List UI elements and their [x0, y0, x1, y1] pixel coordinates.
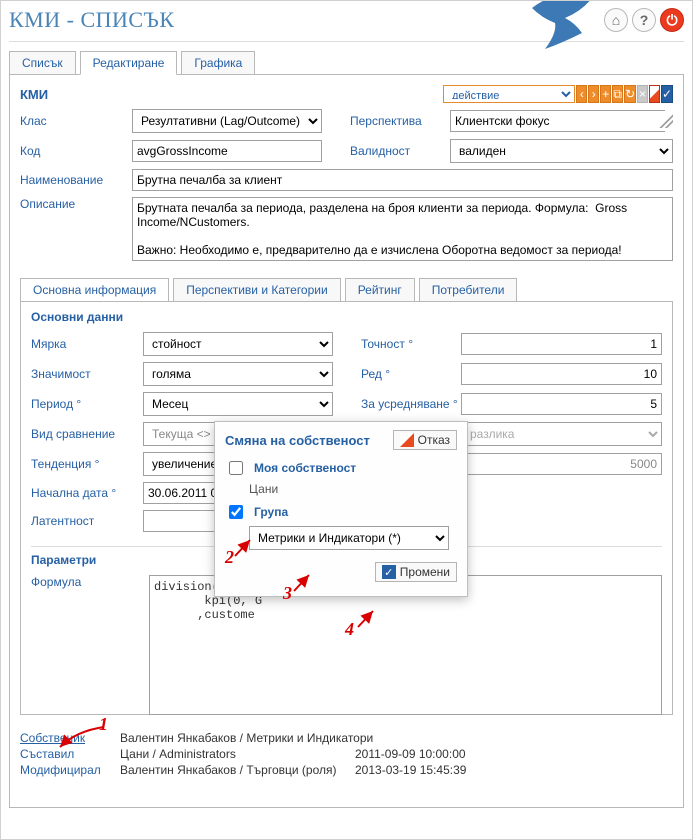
- field-perspective[interactable]: [450, 110, 665, 132]
- owner-link[interactable]: Собственик: [20, 731, 120, 745]
- field-latency[interactable]: [143, 510, 223, 532]
- field-precision[interactable]: [461, 333, 662, 355]
- label-class: Клас: [20, 114, 132, 128]
- page-title: КМИ - СПИСЪК: [9, 7, 175, 33]
- field-significance[interactable]: голяма: [143, 362, 333, 386]
- label-perspective: Перспектива: [350, 114, 450, 128]
- label-period: Период: [31, 397, 143, 411]
- power-icon[interactable]: ⏻: [660, 8, 684, 32]
- field-name[interactable]: [132, 169, 673, 191]
- owner-value: Валентин Янкабаков / Метрики и Индикатор…: [120, 731, 673, 745]
- label-validity: Валидност: [350, 144, 450, 158]
- copy-icon[interactable]: ⧉: [612, 85, 623, 103]
- discard-icon[interactable]: [649, 85, 660, 103]
- tab-edit[interactable]: Редактиране: [80, 51, 178, 75]
- label-code: Код: [20, 144, 132, 158]
- save-icon[interactable]: ✓: [661, 85, 673, 103]
- toolbar: действие ‹ › + ⧉ ↻ × ✓: [443, 85, 673, 103]
- created-value: Цани / Administrators: [120, 747, 355, 761]
- field-class[interactable]: Резултативни (Lag/Outcome): [132, 109, 322, 133]
- label-averaging: За усредняване: [361, 397, 461, 411]
- field-change[interactable]: разлика: [461, 422, 662, 446]
- nav-prev-icon[interactable]: ‹: [576, 85, 587, 103]
- myown-user: Цани: [249, 482, 457, 496]
- label-name: Наименование: [20, 173, 132, 187]
- cancel-icon: [400, 433, 414, 447]
- myown-label: Моя собственост: [254, 461, 356, 475]
- lookup-perspective-icon[interactable]: [659, 114, 673, 128]
- subtab-basic[interactable]: Основна информация: [20, 278, 169, 302]
- panel-title: КМИ: [20, 87, 48, 102]
- label-precision: Точност: [361, 337, 461, 351]
- modal-title: Смяна на собственост: [225, 433, 370, 448]
- delete-icon[interactable]: ×: [637, 85, 648, 103]
- subtab-users[interactable]: Потребители: [419, 278, 518, 302]
- group-select[interactable]: Метрики и Индикатори (*): [249, 526, 449, 550]
- help-icon[interactable]: ?: [632, 8, 656, 32]
- field-validity[interactable]: валиден: [450, 139, 673, 163]
- ok-icon: ✓: [382, 565, 396, 579]
- label-compare: Вид сравнение: [31, 427, 143, 441]
- action-select[interactable]: действие: [443, 85, 575, 103]
- subtab-perspectives[interactable]: Перспективи и Категории: [173, 278, 340, 302]
- modal-cancel-button[interactable]: Отказ: [393, 430, 457, 450]
- field-order[interactable]: [461, 363, 662, 385]
- modified-ts: 2013-03-19 15:45:39: [355, 763, 673, 777]
- label-formula: Формула: [31, 575, 143, 589]
- field-measure[interactable]: стойност: [143, 332, 333, 356]
- field-goal[interactable]: [461, 453, 662, 475]
- ownership-modal: Смяна на собственост Отказ Моя собствено…: [214, 421, 468, 597]
- home-icon[interactable]: ⌂: [604, 8, 628, 32]
- label-latency: Латентност: [31, 514, 143, 528]
- field-code[interactable]: [132, 140, 322, 162]
- bird-logo: [527, 0, 597, 53]
- group-checkbox[interactable]: [229, 505, 243, 519]
- modified-value: Валентин Янкабаков / Търговци (роля): [120, 763, 355, 777]
- subtab-rating[interactable]: Рейтинг: [345, 278, 415, 302]
- label-measure: Мярка: [31, 337, 143, 351]
- group-label: Група: [254, 505, 288, 519]
- field-averaging[interactable]: [461, 393, 662, 415]
- tab-chart[interactable]: Графика: [181, 51, 255, 75]
- refresh-icon[interactable]: ↻: [624, 85, 636, 103]
- nav-next-icon[interactable]: ›: [588, 85, 599, 103]
- field-period[interactable]: Месец: [143, 392, 333, 416]
- created-label: Съставил: [20, 747, 120, 761]
- label-desc: Описание: [20, 197, 132, 211]
- label-order: Ред: [361, 367, 461, 381]
- label-startdate: Начална дата: [31, 486, 143, 500]
- tab-list[interactable]: Списък: [9, 51, 76, 75]
- label-trend: Тенденция: [31, 457, 143, 471]
- myown-checkbox[interactable]: [229, 461, 243, 475]
- label-significance: Значимост: [31, 367, 143, 381]
- field-desc[interactable]: Брутната печалба за периода, разделена н…: [132, 197, 673, 261]
- modal-apply-button[interactable]: ✓ Промени: [375, 562, 457, 582]
- add-icon[interactable]: +: [600, 85, 611, 103]
- group-basic: Основни данни: [31, 310, 662, 324]
- modified-label: Модифицирал: [20, 763, 120, 777]
- created-ts: 2011-09-09 10:00:00: [355, 747, 673, 761]
